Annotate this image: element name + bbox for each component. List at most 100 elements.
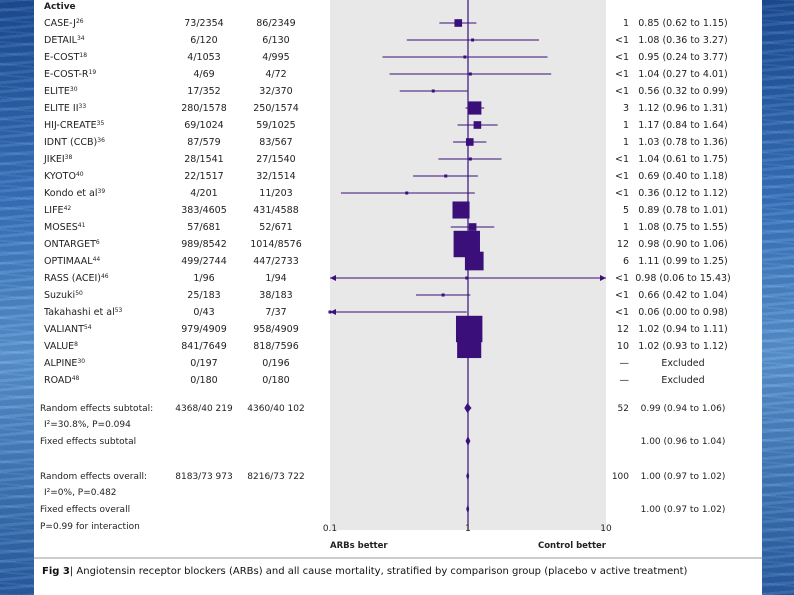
- point-estimate-square: [405, 191, 409, 195]
- control-events: 0/196: [262, 358, 289, 369]
- study-name: OPTIMAAL44: [44, 256, 100, 268]
- ci-text: 0.95 (0.24 to 3.77): [638, 52, 727, 63]
- study-ref: 26: [76, 18, 84, 25]
- ci-text: 1.02 (0.94 to 1.11): [638, 324, 727, 335]
- point-estimate-square: [454, 19, 463, 27]
- study-name: RASS (ACEI)46: [44, 273, 109, 285]
- interaction-text: P=0.99 for interaction: [40, 522, 140, 532]
- study-name: JIKEI38: [43, 154, 72, 166]
- summary-label: Random effects subtotal:: [40, 404, 153, 414]
- study-name: ROAD48: [44, 375, 80, 387]
- ci-text: Excluded: [661, 358, 704, 369]
- study-ref: 41: [78, 222, 86, 229]
- weight-value: 3: [623, 103, 629, 114]
- arb-events: 25/183: [187, 290, 220, 301]
- summary-label: Fixed effects subtotal: [40, 437, 136, 447]
- weight-value: <1: [615, 86, 629, 97]
- study-ref: 30: [77, 358, 85, 365]
- x-tick-label: 0.1: [323, 524, 337, 534]
- study-ref: 50: [75, 290, 83, 297]
- weight-value: 12: [617, 239, 629, 250]
- study-name: Takahashi et al53: [43, 307, 123, 319]
- control-events: 27/1540: [256, 154, 295, 165]
- study-ref: 53: [115, 307, 123, 314]
- point-estimate-square: [457, 333, 482, 359]
- control-events: 250/1574: [253, 103, 299, 114]
- arb-events: 841/7649: [181, 341, 227, 352]
- ci-text: 0.89 (0.78 to 1.01): [638, 205, 727, 216]
- point-estimate-square: [471, 38, 475, 42]
- weight-value: <1: [615, 171, 629, 182]
- point-estimate-square: [463, 55, 467, 59]
- ci-text: 0.56 (0.32 to 0.99): [638, 86, 727, 97]
- control-events: 32/1514: [256, 171, 295, 182]
- summary-heterogeneity: I²=30.8%, P=0.094: [44, 420, 131, 430]
- point-estimate-square: [328, 310, 332, 314]
- summary-control-events: 4360/40 102: [247, 404, 304, 414]
- ci-text: 0.69 (0.40 to 1.18): [638, 171, 727, 182]
- weight-value: <1: [615, 188, 629, 199]
- weight-value: <1: [615, 154, 629, 165]
- summary-ci-text: 0.99 (0.94 to 1.06): [641, 404, 726, 414]
- control-events: 7/37: [265, 307, 286, 318]
- study-name: Kondo et al39: [44, 188, 105, 200]
- ci-text: 0.36 (0.12 to 1.12): [638, 188, 727, 199]
- study-name: ALPINE30: [44, 358, 85, 370]
- summary-ci-text: 1.00 (0.97 to 1.02): [641, 472, 726, 482]
- study-ref: 54: [84, 324, 92, 331]
- arb-events: 22/1517: [184, 171, 223, 182]
- study-name: E-COST-R19: [44, 69, 96, 81]
- arb-events: 28/1541: [184, 154, 223, 165]
- arb-events: 17/352: [187, 86, 220, 97]
- weight-value: 10: [617, 341, 629, 352]
- arb-events: 0/180: [190, 375, 217, 386]
- forest-plot: Active CASE-J26 73/2354 86/2349 1 0.85 (0.62 …: [34, 0, 762, 559]
- study-name: KYOTO40: [44, 171, 84, 183]
- study-ref: 36: [97, 137, 105, 144]
- arb-events: 989/8542: [181, 239, 227, 250]
- ci-text: 1.02 (0.93 to 1.12): [638, 341, 727, 352]
- ci-text: Excluded: [661, 375, 704, 386]
- study-ref: 8: [74, 341, 78, 348]
- study-name: Suzuki50: [44, 290, 83, 302]
- arb-events: 499/2744: [181, 256, 227, 267]
- control-events: 86/2349: [256, 18, 295, 29]
- study-ref: 40: [76, 171, 84, 178]
- study-name: DETAIL34: [44, 35, 85, 47]
- study-name: E-COST18: [44, 52, 87, 64]
- control-events: 818/7596: [253, 341, 299, 352]
- weight-value: <1: [615, 290, 629, 301]
- control-events: 4/995: [262, 52, 289, 63]
- summary-heterogeneity: I²=0%, P=0.482: [44, 488, 117, 498]
- favours-left-label: ARBs better: [330, 541, 388, 551]
- weight-value: <1: [615, 273, 629, 284]
- ci-text: 1.11 (0.99 to 1.25): [638, 256, 727, 267]
- weight-value: <1: [615, 69, 629, 80]
- control-events: 958/4909: [253, 324, 299, 335]
- study-ref: 38: [65, 154, 73, 161]
- arb-events: 4/1053: [187, 52, 220, 63]
- point-estimate-square: [468, 101, 482, 115]
- point-estimate-square: [452, 201, 470, 219]
- summary-arb-events: 8183/73 973: [175, 472, 232, 482]
- favours-right-label: Control better: [538, 541, 607, 551]
- control-events: 32/370: [259, 86, 292, 97]
- study-ref: 6: [96, 239, 100, 246]
- study-name: MOSES41: [44, 222, 86, 234]
- arb-events: 979/4909: [181, 324, 227, 335]
- control-events: 52/671: [259, 222, 292, 233]
- ci-text: 0.98 (0.06 to 15.43): [635, 273, 731, 284]
- point-estimate-square: [468, 223, 477, 231]
- weight-value: 1: [623, 120, 629, 131]
- weight-value: 1: [623, 222, 629, 233]
- study-name: LIFE42: [44, 205, 71, 217]
- point-estimate-square: [468, 72, 472, 76]
- summary-ci-text: 1.00 (0.96 to 1.04): [641, 437, 726, 447]
- arb-events: 0/43: [193, 307, 214, 318]
- arb-events: 4/69: [193, 69, 214, 80]
- figure-caption-text: | Angiotensin receptor blockers (ARBs) a…: [69, 566, 688, 577]
- arb-events: 280/1578: [181, 103, 227, 114]
- study-name: ELITE II33: [44, 103, 86, 115]
- arb-events: 4/201: [190, 188, 217, 199]
- study-ref: 48: [72, 375, 80, 382]
